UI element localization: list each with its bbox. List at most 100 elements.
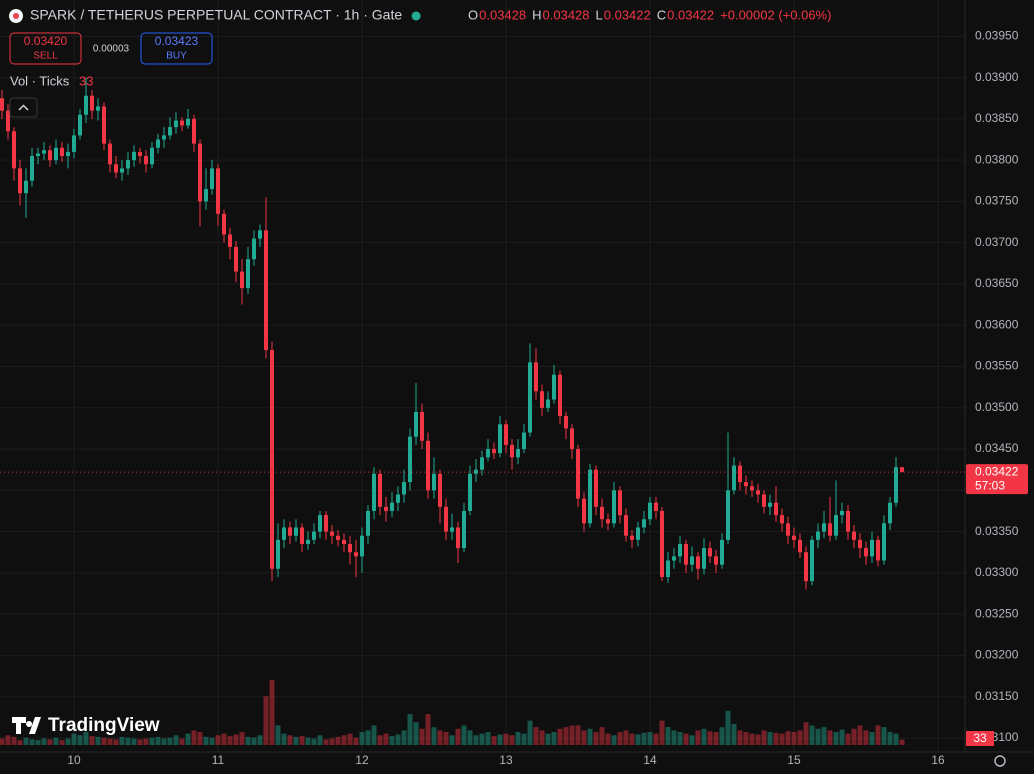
candle-body <box>432 473 436 491</box>
volume-bar <box>455 728 461 745</box>
market-status <box>411 11 421 21</box>
volume-bar <box>71 733 77 745</box>
volume-bar <box>767 732 773 745</box>
candle-body <box>726 490 730 540</box>
volume-bar <box>17 740 23 745</box>
settings-icon[interactable] <box>994 755 1006 767</box>
candle-body <box>12 131 16 169</box>
candle-body <box>24 180 28 194</box>
volume-bar <box>509 735 515 745</box>
volume-bar <box>881 727 887 745</box>
candle-body <box>354 552 358 557</box>
candle-body <box>654 502 658 511</box>
candle-body <box>438 473 442 507</box>
buy-price[interactable]: 0.03423 <box>155 34 199 48</box>
volume-bar <box>59 740 65 745</box>
candle-body <box>870 539 874 557</box>
buy-label[interactable]: BUY <box>166 51 187 62</box>
candle-body <box>900 467 904 473</box>
candle-body <box>6 110 10 132</box>
sell-price[interactable]: 0.03420 <box>24 34 68 48</box>
volume-bar <box>563 727 569 745</box>
volume-bar <box>341 735 347 745</box>
candle-body <box>348 543 352 553</box>
candle-body <box>444 506 448 532</box>
candle-body <box>30 156 34 181</box>
volume-bar <box>407 714 413 745</box>
y-tick-label: 0.03850 <box>975 111 1019 125</box>
candle-body <box>744 482 748 487</box>
volume-bar <box>593 732 599 745</box>
volume-bar <box>413 722 419 745</box>
candle-body <box>552 374 556 400</box>
candle-body <box>648 502 652 520</box>
volume-bar <box>863 730 869 745</box>
collapse-button[interactable] <box>9 97 38 118</box>
candle-body <box>846 510 850 532</box>
volume-bar <box>377 735 383 745</box>
volume-bar <box>653 733 659 745</box>
buy-button[interactable] <box>140 32 213 65</box>
volume-bar <box>233 734 239 745</box>
volume-bar <box>479 733 485 745</box>
volume-bar <box>581 730 587 745</box>
volume-bar <box>257 735 263 745</box>
candle-body <box>828 523 832 536</box>
volume-bar <box>809 725 815 745</box>
candle-body <box>714 556 718 565</box>
spread: 0.00003 <box>93 44 130 55</box>
volume-bar <box>359 732 365 745</box>
candle-body <box>138 151 142 157</box>
candle-body <box>510 444 514 458</box>
x-tick-label: 16 <box>931 753 945 767</box>
candle-body <box>672 556 676 561</box>
candle-body <box>222 213 226 235</box>
candle-body <box>498 424 502 454</box>
candle-body <box>540 391 544 408</box>
collapse-icon[interactable] <box>18 104 29 111</box>
volume-bar <box>245 736 251 745</box>
volume-bar <box>701 728 707 745</box>
volume-bar <box>311 738 317 745</box>
volume-bar <box>191 730 197 745</box>
candle-body <box>180 120 184 126</box>
candle-body <box>204 189 208 202</box>
y-tick-label: 0.03200 <box>975 648 1019 662</box>
volume-bar <box>791 732 797 745</box>
candle-body <box>258 230 262 239</box>
volume-bar <box>899 739 905 745</box>
candle-body <box>810 539 814 582</box>
volume-bar <box>695 730 701 745</box>
candle-body <box>660 510 664 578</box>
candle-body <box>894 467 898 503</box>
candle-body <box>108 143 112 165</box>
candle-body <box>48 150 52 161</box>
volume-bar <box>869 732 875 745</box>
volume-bar <box>77 735 83 745</box>
y-tick-label: 0.03950 <box>975 28 1019 42</box>
x-tick-label: 15 <box>787 753 801 767</box>
candle-body <box>210 168 214 190</box>
volume-bar <box>539 730 545 745</box>
candle-body <box>78 114 82 136</box>
candle-body <box>696 556 700 569</box>
volume-bar <box>671 730 677 745</box>
candle-body <box>702 548 706 569</box>
sell-button[interactable] <box>9 32 82 65</box>
sell-label[interactable]: SELL <box>33 51 58 62</box>
candle-body <box>708 548 712 557</box>
candle-body <box>54 147 58 161</box>
candle-body <box>162 135 166 140</box>
volume-bar <box>575 725 581 745</box>
candle-body <box>600 506 604 520</box>
x-tick-label: 10 <box>67 753 81 767</box>
symbol-icon-dot <box>13 13 19 19</box>
candle-body <box>360 535 364 557</box>
legend-value: 0.03428 <box>543 7 590 22</box>
legend-key: H <box>532 7 541 22</box>
volume-bar <box>827 730 833 745</box>
candle-body <box>786 523 790 536</box>
volume-bar <box>779 733 785 745</box>
